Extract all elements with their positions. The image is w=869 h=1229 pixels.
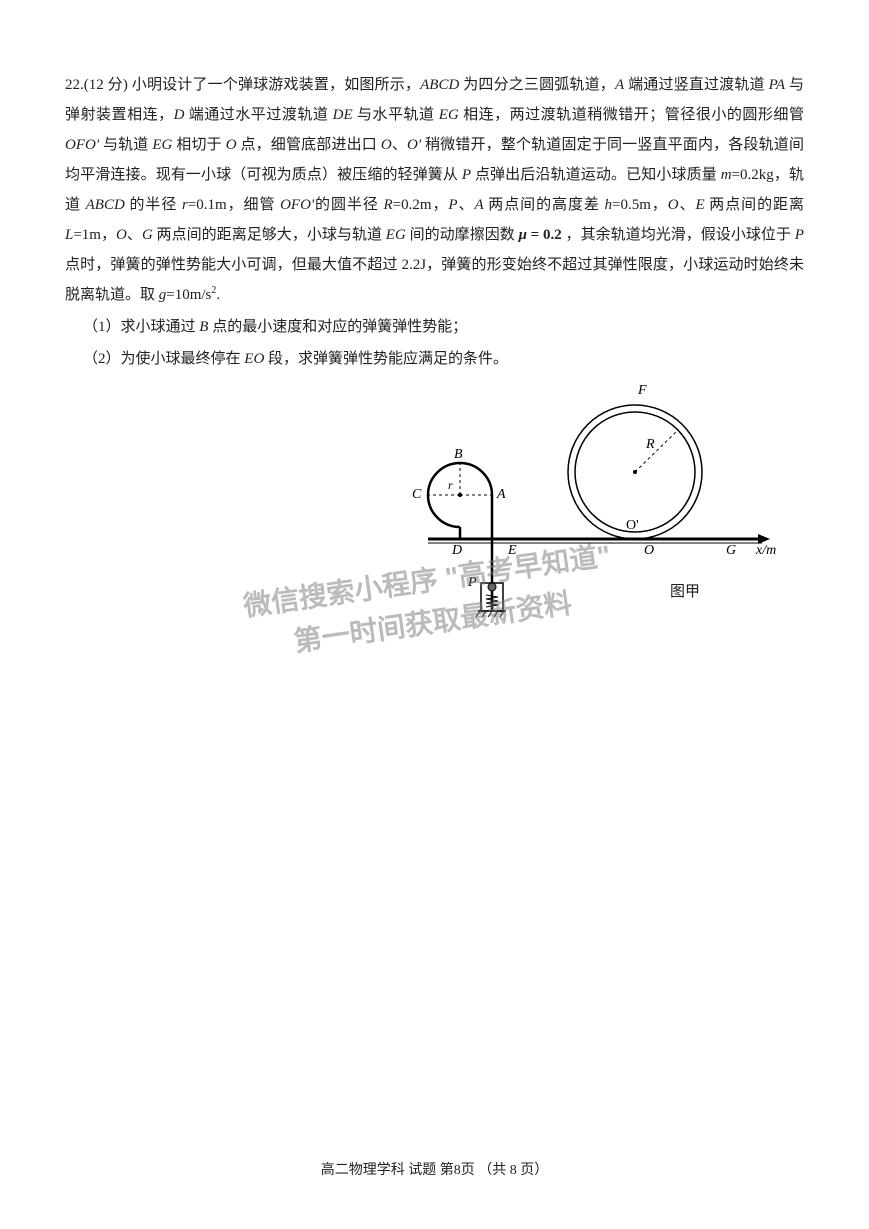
label-C: C: [412, 487, 421, 503]
subquestion-1: （1）求小球通过 B 点的最小速度和对应的弹簧弹性势能；: [83, 312, 804, 342]
label-B: B: [454, 447, 463, 463]
label-O: O: [644, 543, 654, 559]
label-A: A: [497, 487, 506, 503]
label-F: F: [638, 383, 647, 399]
label-P: P: [468, 575, 477, 591]
page-footer: 高二物理学科 试题 第8页 （共 8 页）: [0, 1159, 869, 1179]
label-O-prime: O': [626, 518, 639, 534]
diagram-caption: 图甲: [670, 580, 700, 601]
diagram-svg: [330, 365, 800, 625]
problem-number: 22.(12 分): [65, 77, 128, 93]
label-R: R: [646, 437, 655, 453]
label-G: G: [726, 543, 736, 559]
label-x-axis: x/m: [756, 543, 776, 559]
label-E: E: [508, 543, 517, 559]
problem-body: 22.(12 分) 小明设计了一个弹球游戏装置，如图所示，ABCD 为四分之三圆…: [65, 70, 804, 310]
physics-diagram: B C A D E O O' G F R r P x/m 图甲: [330, 365, 800, 625]
label-r: r: [448, 478, 453, 493]
label-D: D: [452, 543, 462, 559]
